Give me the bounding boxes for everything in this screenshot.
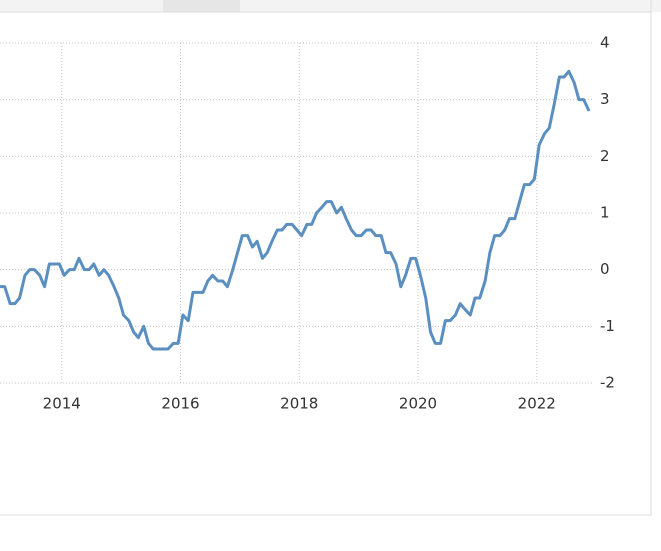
tab	[163, 0, 240, 12]
y-tick-label: 1	[600, 204, 610, 222]
top-bar	[0, 0, 661, 12]
x-tick-label: 2020	[399, 395, 437, 413]
y-tick-label: -2	[600, 374, 615, 392]
x-tick-label: 2022	[518, 395, 556, 413]
line-series	[0, 69, 591, 351]
x-tick-label: 2014	[43, 395, 81, 413]
y-tick-label: 2	[600, 147, 610, 165]
x-tick-label: 2016	[161, 395, 199, 413]
x-tick-label: 2018	[280, 395, 318, 413]
y-tick-label: 0	[600, 260, 610, 278]
y-tick-label: 3	[600, 90, 610, 108]
y-tick-label: -1	[600, 317, 615, 335]
y-tick-label: 4	[600, 34, 610, 52]
